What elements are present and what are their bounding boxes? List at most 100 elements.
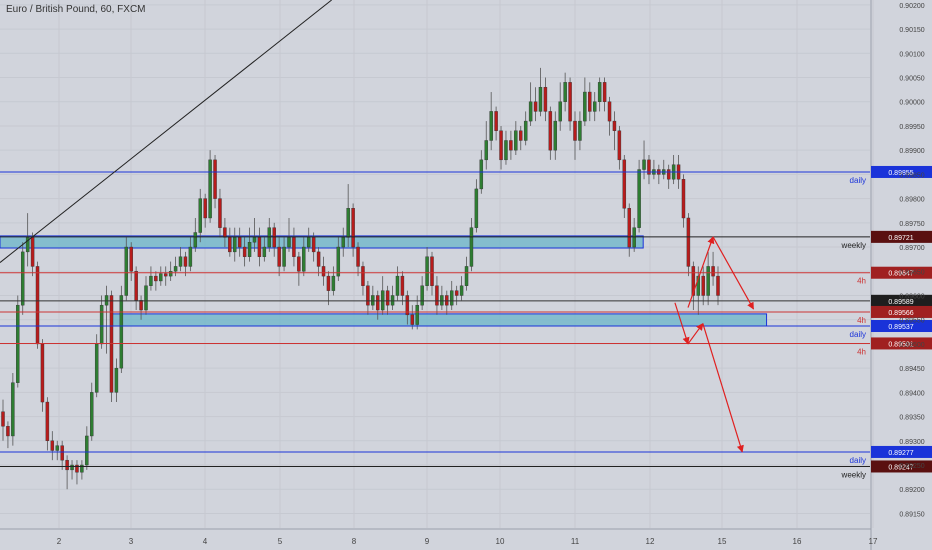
candle-body: [351, 208, 355, 248]
candle: [203, 193, 207, 228]
candle-body: [228, 237, 232, 253]
x-tick-label: 15: [718, 537, 727, 546]
candle: [627, 203, 631, 257]
sr-zone: [0, 235, 644, 249]
candle: [612, 111, 617, 151]
candle: [553, 111, 558, 160]
candle-body: [459, 285, 464, 296]
candle-body: [30, 237, 35, 267]
price-tag: [871, 445, 932, 458]
candle: [706, 251, 710, 306]
candle: [666, 164, 671, 189]
candle: [464, 256, 469, 291]
candle-body: [213, 159, 217, 199]
candle-body: [617, 130, 622, 161]
candle-body: [479, 159, 484, 190]
candle-body: [20, 251, 25, 306]
candle-body: [198, 198, 202, 233]
y-tick-label: 0.90100: [899, 51, 924, 58]
candle: [247, 227, 252, 262]
candle: [489, 92, 493, 151]
candle-body: [168, 271, 173, 277]
candle-body: [666, 169, 671, 180]
candle-body: [469, 227, 474, 267]
candle: [691, 261, 696, 311]
y-tick-label: 0.90050: [899, 76, 924, 83]
y-tick-label: 0.89700: [899, 245, 924, 252]
x-tick-label: 8: [352, 537, 357, 546]
price-line-label: 4h: [857, 316, 866, 325]
price-tag-label: 0.89537: [888, 324, 913, 331]
candle: [336, 237, 341, 281]
candle-body: [642, 159, 646, 170]
price-tag-label: 0.89566: [888, 310, 913, 317]
x-tick-label: 16: [793, 537, 802, 546]
candle: [696, 266, 701, 315]
candle-body: [287, 237, 291, 248]
x-axis: 2 3 4 5 8 9 10 11 12 15 16 17: [57, 537, 878, 546]
candle: [711, 251, 715, 286]
price-line-label: weekly: [841, 241, 866, 250]
candle-body: [543, 86, 548, 112]
candle: [35, 261, 40, 349]
candle: [351, 203, 355, 257]
candle: [60, 440, 64, 470]
x-tick-label: 12: [646, 537, 655, 546]
candle: [681, 174, 686, 228]
candle-body: [65, 459, 69, 471]
candle: [262, 237, 267, 262]
price-line-label: daily: [850, 456, 866, 465]
price-tag: [871, 266, 932, 279]
candle: [499, 125, 503, 170]
y-tick-label: 0.89750: [899, 221, 924, 228]
candle: [154, 271, 158, 291]
candle-body: [346, 208, 350, 238]
candle-body: [597, 82, 602, 102]
candle-body: [114, 367, 119, 393]
candle-body: [99, 304, 104, 345]
candle: [563, 72, 567, 112]
candle: [316, 247, 321, 277]
candle: [686, 213, 691, 277]
y-tick-label: 0.90200: [899, 3, 924, 10]
candle: [90, 382, 94, 441]
candle: [114, 358, 119, 403]
candle-body: [622, 159, 627, 209]
y-tick-label: 0.89400: [899, 390, 924, 397]
candle-body: [119, 295, 124, 369]
candle: [124, 237, 129, 301]
candle-body: [257, 237, 262, 257]
candle-body: [376, 295, 380, 311]
candle-body: [385, 290, 390, 306]
candle: [543, 77, 548, 122]
candle-body: [6, 426, 10, 437]
price-line-label: weekly: [841, 470, 866, 479]
candle: [607, 96, 612, 136]
candle: [400, 271, 405, 306]
candle-body: [400, 275, 405, 296]
candle-body: [592, 101, 597, 112]
candle: [85, 426, 89, 470]
y-tick-label: 0.90000: [899, 100, 924, 107]
candle-body: [588, 91, 592, 112]
candle-body: [607, 101, 612, 122]
y-axis: 0.89150 0.89200 0.89250 0.89300 0.89350 0.894…: [899, 3, 924, 519]
candle-body: [425, 256, 429, 286]
candle: [302, 237, 306, 277]
candle: [425, 247, 429, 291]
candle-body: [154, 275, 158, 282]
price-tag-label: 0.89647: [888, 271, 913, 278]
candle: [183, 251, 188, 277]
candle-body: [70, 464, 74, 471]
candle: [395, 266, 400, 301]
candle: [75, 460, 79, 485]
candle: [159, 266, 163, 286]
candle-body: [124, 246, 129, 296]
candle-body: [331, 275, 336, 291]
candle-body: [277, 246, 281, 267]
candle: [193, 217, 198, 252]
candle: [55, 440, 59, 461]
candle: [474, 179, 479, 233]
price-tag: [871, 165, 932, 178]
